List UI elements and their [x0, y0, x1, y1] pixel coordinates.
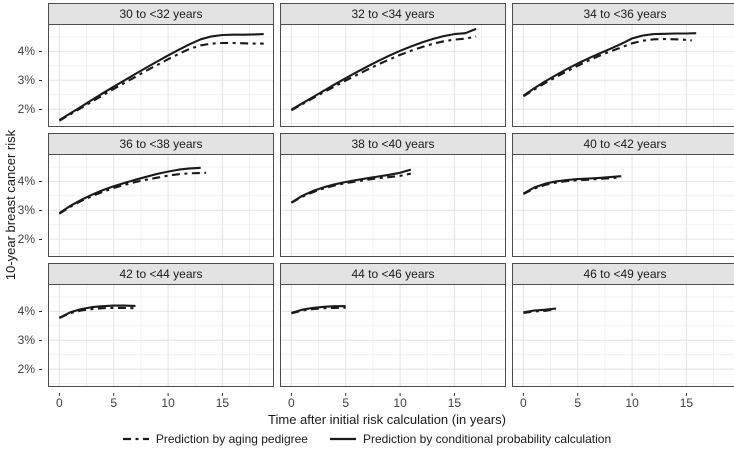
x-axis: 0 5 10 15: [520, 393, 694, 409]
facet-cell: 32 to <34 years: [280, 3, 506, 127]
x-tick-label: 0: [56, 396, 63, 409]
line-aging-pedigree: [290, 35, 477, 112]
facet-row: 2% 3% 4% 36 to <38 years 38 to <40 years 40 t…: [2, 133, 734, 257]
y-tick-mark: [39, 239, 42, 241]
y-tick-mark: [39, 210, 42, 212]
facet-strip-title: 40 to <42 years: [512, 133, 734, 154]
x-tick-label: 15: [448, 396, 462, 409]
line-aging-pedigree: [58, 306, 136, 319]
facet-strip-title: 32 to <34 years: [280, 3, 506, 24]
y-tick-label: 3%: [17, 203, 35, 218]
line-aging-pedigree: [58, 171, 207, 215]
line-aging-pedigree: [522, 37, 692, 98]
y-tick-label: 2%: [17, 102, 35, 117]
y-tick-mark: [39, 340, 42, 342]
x-tick-label: 5: [110, 396, 117, 409]
facet-panel: [280, 284, 506, 387]
x-axis-title: Time after initial risk calculation (in …: [268, 412, 506, 427]
facet-panel: [48, 24, 274, 127]
facet-cell: 34 to <36 years: [512, 3, 734, 127]
facet-cell: 36 to <38 years: [48, 133, 274, 257]
y-tick-mark: [39, 181, 42, 183]
x-axis: 0 5 10 15: [288, 393, 462, 409]
facet-strip-title: 42 to <44 years: [48, 263, 274, 284]
y-axis-gutter: 2% 3% 4%: [2, 263, 42, 387]
legend-label-aging-pedigree: Prediction by aging pedigree: [155, 432, 308, 446]
x-axis-row: 0 5 10 15 0 5 10 15 0 5 10 15: [2, 393, 732, 409]
facet-cell: 44 to <46 years: [280, 263, 506, 387]
x-axis-cell: 0 5 10 15: [512, 393, 734, 409]
facet-cell: 46 to <49 years: [512, 263, 734, 387]
legend-item-aging-pedigree: Prediction by aging pedigree: [122, 432, 308, 446]
y-tick-label: 3%: [17, 333, 35, 348]
y-tick-label: 4%: [17, 44, 35, 59]
line-aging-pedigree: [291, 306, 346, 315]
facet-strip-title: 46 to <49 years: [512, 263, 734, 284]
dashdot-line-key-icon: [122, 437, 149, 441]
y-axis-gutter: 2% 3% 4%: [2, 3, 42, 127]
facet-panel: [512, 24, 734, 127]
y-tick-label: 2%: [17, 232, 35, 247]
line-conditional-probability: [58, 33, 264, 121]
x-tick-label: 15: [680, 396, 694, 409]
facet-strip-title: 44 to <46 years: [280, 263, 506, 284]
facet-panel: [512, 284, 734, 387]
facet-row: 2% 3% 4% 30 to <32 years 32 to <34 years 34 t…: [2, 3, 734, 127]
x-tick-label: 15: [216, 396, 230, 409]
line-conditional-probability: [291, 305, 346, 314]
y-tick-mark: [39, 369, 42, 371]
x-axis-gutter-spacer: [2, 393, 42, 409]
legend: Prediction by aging pedigree Prediction …: [2, 432, 732, 446]
x-axis-cell: 0 5 10 15: [48, 393, 274, 409]
facet-panel: [512, 154, 734, 257]
line-conditional-probability: [290, 168, 412, 204]
y-axis-gutter: 2% 3% 4%: [2, 133, 42, 257]
x-tick-label: 10: [625, 396, 639, 409]
line-conditional-probability: [522, 32, 697, 97]
y-tick-mark: [39, 80, 42, 82]
facet-panel: [280, 154, 506, 257]
facet-strip-title: 36 to <38 years: [48, 133, 274, 154]
line-aging-pedigree: [522, 176, 622, 196]
y-tick-label: 2%: [17, 362, 35, 377]
legend-item-conditional-probability: Prediction by conditional probability ca…: [329, 432, 612, 446]
facet-strip-title: 34 to <36 years: [512, 3, 734, 24]
x-tick-label: 10: [393, 396, 407, 409]
x-axis: 0 5 10 15: [56, 393, 230, 409]
y-tick-mark: [39, 51, 42, 53]
y-tick-mark: [39, 109, 42, 111]
x-tick-label: 5: [342, 396, 349, 409]
y-tick-mark: [39, 311, 42, 313]
line-conditional-probability: [290, 27, 477, 111]
y-tick-label: 3%: [17, 73, 35, 88]
y-tick-label: 4%: [17, 174, 35, 189]
x-tick-label: 10: [161, 396, 175, 409]
line-aging-pedigree: [523, 308, 557, 314]
line-aging-pedigree: [290, 172, 412, 204]
facet-cell: 40 to <42 years: [512, 133, 734, 257]
legend-label-conditional-probability: Prediction by conditional probability ca…: [362, 432, 612, 446]
facet-cell: 30 to <32 years: [48, 3, 274, 127]
facet-strip-title: 30 to <32 years: [48, 3, 274, 24]
facet-row: 2% 3% 4% 42 to <44 years 44 to <46 years 46 t…: [2, 263, 734, 387]
x-tick-label: 5: [574, 396, 581, 409]
facet-grid: 2% 3% 4% 30 to <32 years 32 to <34 years 34 t…: [2, 3, 734, 409]
facet-cell: 42 to <44 years: [48, 263, 274, 387]
solid-line-key-icon: [329, 437, 356, 441]
facet-panel: [48, 154, 274, 257]
x-tick-label: 0: [520, 396, 527, 409]
x-tick-label: 0: [288, 396, 295, 409]
x-axis-cell: 0 5 10 15: [280, 393, 506, 409]
y-tick-label: 4%: [17, 304, 35, 319]
facet-cell: 38 to <40 years: [280, 133, 506, 257]
facet-panel: [48, 284, 274, 387]
facet-panel: [280, 24, 506, 127]
facet-strip-title: 38 to <40 years: [280, 133, 506, 154]
